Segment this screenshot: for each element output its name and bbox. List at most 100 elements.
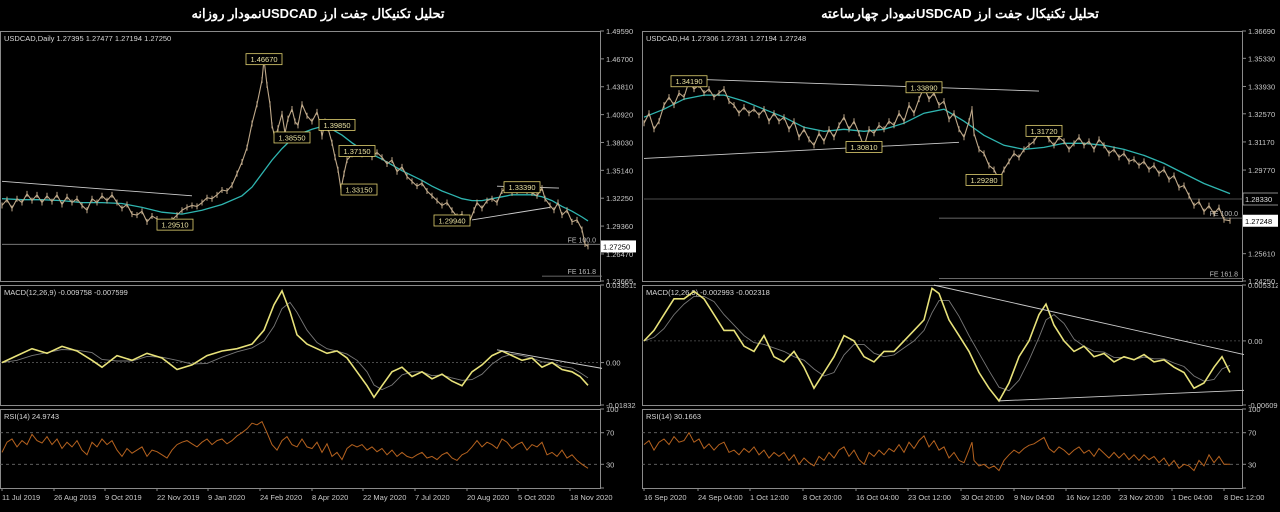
price-segment bbox=[958, 128, 965, 138]
price-segment bbox=[1188, 195, 1195, 206]
macd-axis-tick-label: 0.005312 bbox=[1248, 281, 1278, 290]
price-segment bbox=[1003, 161, 1010, 170]
time-axis-tick-label: 26 Aug 2019 bbox=[54, 493, 96, 502]
price-segment bbox=[848, 120, 855, 130]
time-axis-tick-label: 9 Jan 2020 bbox=[208, 493, 245, 502]
time-axis-tick-label: 23 Oct 12:00 bbox=[908, 493, 951, 502]
price-segment bbox=[544, 198, 551, 206]
price-segment bbox=[406, 176, 413, 182]
price-segment bbox=[151, 215, 158, 220]
price-segment bbox=[561, 209, 568, 216]
price-segment bbox=[337, 169, 342, 190]
price-segment bbox=[101, 195, 108, 202]
price-level-box bbox=[845, 141, 883, 153]
time-axis-tick-label: 16 Sep 2020 bbox=[644, 493, 687, 502]
price-segment bbox=[668, 96, 675, 106]
price-segment bbox=[983, 153, 990, 166]
price-segment bbox=[978, 148, 985, 154]
macd-axis-tick-label: -0.006092 bbox=[1248, 401, 1278, 410]
price-segment bbox=[26, 193, 33, 201]
price-segment bbox=[1208, 205, 1215, 214]
macd-trendline bbox=[496, 349, 603, 369]
price-segment bbox=[431, 195, 438, 202]
price-segment bbox=[41, 195, 48, 203]
price-segment bbox=[1, 199, 8, 206]
price-segment bbox=[1048, 138, 1055, 146]
price-level-label: 1.31720 bbox=[1030, 127, 1057, 136]
price-segment bbox=[421, 182, 428, 192]
price-segment bbox=[446, 202, 453, 211]
macd-axis-tick-label: 0.033515 bbox=[606, 281, 636, 290]
price-segment bbox=[277, 113, 283, 129]
price-axis-tick-label: 1.32250 bbox=[606, 194, 633, 203]
price-segment bbox=[888, 120, 895, 126]
price-segment bbox=[653, 120, 660, 130]
price-segment bbox=[883, 120, 890, 130]
price-segment bbox=[1093, 139, 1100, 150]
price-segment bbox=[236, 161, 243, 174]
time-axis-tick-label: 30 Oct 20:00 bbox=[961, 493, 1004, 502]
price-segment bbox=[763, 108, 770, 122]
price-series bbox=[1, 56, 589, 250]
price-segment bbox=[643, 112, 650, 124]
price-segment bbox=[1218, 207, 1225, 220]
price-segment bbox=[491, 198, 498, 203]
price-axis-tick-label: 1.29770 bbox=[1248, 166, 1275, 175]
price-segment bbox=[31, 194, 38, 201]
daily-chart-panel[interactable]: 1.49590 1.46700 1.43810 1.40920 1.38030 1.351… bbox=[0, 27, 640, 507]
price-segment bbox=[938, 100, 945, 106]
price-segment bbox=[46, 195, 53, 202]
price-segment bbox=[381, 156, 388, 165]
macd-indicator-label: MACD(12,26,9) -0.009758 -0.007599 bbox=[4, 288, 128, 297]
price-segment bbox=[96, 195, 103, 203]
price-level-label: 1.34190 bbox=[675, 77, 702, 86]
price-level-label: 1.33150 bbox=[345, 186, 372, 195]
daily-chart-svg[interactable]: 1.49590 1.46700 1.43810 1.40920 1.38030 1.351… bbox=[0, 27, 640, 507]
price-segment bbox=[231, 173, 238, 186]
price-segment bbox=[1028, 140, 1035, 146]
time-axis-tick-label: 8 Apr 2020 bbox=[312, 493, 348, 502]
price-segment bbox=[678, 92, 685, 98]
price-segment bbox=[818, 133, 825, 142]
macd-axis-tick-label: -0.018324 bbox=[606, 401, 636, 410]
price-segment bbox=[1148, 165, 1155, 170]
price-segment bbox=[1118, 152, 1125, 158]
time-axis-tick-label: 22 May 2020 bbox=[363, 493, 406, 502]
price-segment bbox=[933, 92, 940, 106]
price-segment bbox=[758, 108, 765, 116]
price-segment bbox=[396, 166, 403, 173]
trendline bbox=[471, 206, 551, 221]
macd-trendline bbox=[998, 389, 1245, 402]
price-segment bbox=[928, 92, 935, 100]
price-segment bbox=[226, 184, 233, 192]
price-axis-tick-label: 1.33930 bbox=[1248, 82, 1275, 91]
price-axis-tick-label: 1.46700 bbox=[606, 55, 633, 64]
fibonacci-level-label: FE 100.0 bbox=[568, 237, 597, 244]
price-level-box bbox=[273, 131, 311, 144]
current-price-label: 1.27248 bbox=[1245, 217, 1272, 226]
price-axis-tick-label: 1.24250 bbox=[1248, 277, 1275, 286]
h4-chart-svg[interactable]: 1.36690 1.35330 1.33930 1.32570 1.31170 1.297… bbox=[642, 27, 1280, 507]
price-segment bbox=[788, 120, 795, 130]
h4-chart-panel[interactable]: 1.36690 1.35330 1.33930 1.32570 1.31170 1.297… bbox=[642, 27, 1280, 507]
time-axis-tick-label: 16 Nov 12:00 bbox=[1066, 493, 1111, 502]
price-segment bbox=[256, 79, 263, 105]
price-level-box bbox=[1025, 124, 1063, 137]
price-segment bbox=[481, 200, 488, 209]
price-segment bbox=[61, 196, 68, 205]
price-level-label: 1.39850 bbox=[323, 121, 350, 130]
price-segment bbox=[576, 219, 583, 230]
current-price-tag bbox=[1243, 214, 1279, 227]
price-axis-tick-label: 1.26470 bbox=[606, 250, 633, 259]
price-segment bbox=[426, 190, 433, 197]
time-axis-tick-label: 24 Feb 2020 bbox=[260, 493, 302, 502]
main-panel-frame bbox=[0, 31, 601, 282]
price-segment bbox=[1158, 169, 1165, 174]
fibonacci-level-label: FE 161.8 bbox=[568, 269, 597, 276]
time-axis-tick-label: 9 Oct 2019 bbox=[105, 493, 142, 502]
macd-signal-line bbox=[643, 295, 1231, 392]
price-segment bbox=[441, 202, 448, 206]
price-segment bbox=[51, 194, 58, 202]
price-segment bbox=[853, 121, 860, 134]
price-level-label: 1.33890 bbox=[910, 83, 937, 92]
